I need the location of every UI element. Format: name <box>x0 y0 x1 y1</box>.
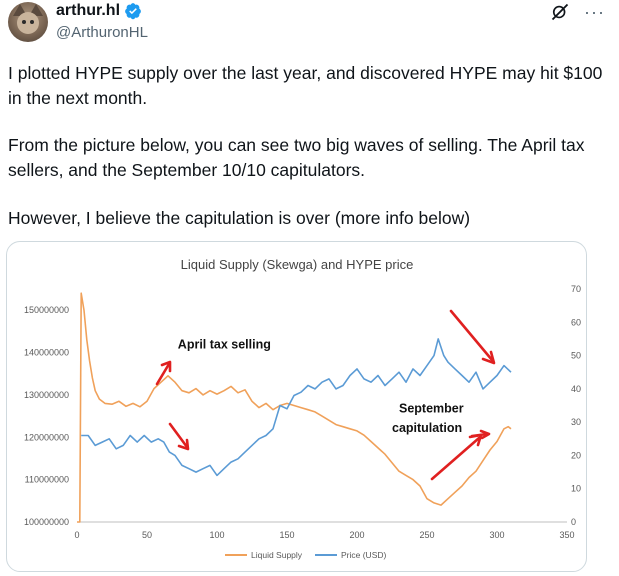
chart-image[interactable]: Liquid Supply (Skewga) and HYPE price 0 50… <box>6 241 587 572</box>
y-right-tick-label: 60 <box>571 317 581 327</box>
cat-eye-icon <box>30 20 34 24</box>
y-right-tick-label: 10 <box>571 484 581 494</box>
y-left-tick-label: 140000000 <box>24 348 69 358</box>
legend-label: Price (USD) <box>341 550 387 560</box>
avatar[interactable] <box>8 2 48 42</box>
cat-eye-icon <box>22 20 26 24</box>
y-right-tick-label: 70 <box>571 284 581 294</box>
annotation-arrow <box>470 432 489 438</box>
annotation-label: April tax selling <box>178 337 271 351</box>
x-tick-label: 0 <box>74 530 79 540</box>
annotation-label: capitulation <box>392 421 462 435</box>
author-display-name[interactable]: arthur.hl <box>56 2 121 19</box>
y-left-tick-label: 150000000 <box>24 305 69 315</box>
x-tick-label: 100 <box>209 530 224 540</box>
cat-face-icon <box>17 12 39 34</box>
x-tick-label: 350 <box>559 530 574 540</box>
tweet-text-paragraph-3: However, I believe the capitulation is o… <box>8 208 471 228</box>
tweet-text-paragraph-2: From the picture below, you can see two … <box>8 135 585 180</box>
supply-price-chart: Liquid Supply (Skewga) and HYPE price 0 50… <box>24 257 581 560</box>
y-right-tick-label: 20 <box>571 450 581 460</box>
series-line-liquid-supply <box>77 292 512 523</box>
annotation-arrow-head <box>481 350 496 365</box>
x-tick-label: 250 <box>419 530 434 540</box>
x-tick-label: 150 <box>279 530 294 540</box>
y-right-tick-label: 50 <box>571 351 581 361</box>
tweet-text-paragraph-1: I plotted HYPE supply over the last year… <box>8 63 603 108</box>
y-left-tick-label: 130000000 <box>24 390 69 400</box>
y-left-tick-label: 120000000 <box>24 432 69 442</box>
chart-title: Liquid Supply (Skewga) and HYPE price <box>181 257 414 272</box>
y-right-tick-label: 0 <box>571 517 576 527</box>
annotation-arrow-head <box>177 438 190 451</box>
annotation-arrow-head <box>479 429 491 440</box>
x-tick-label: 200 <box>349 530 364 540</box>
y-left-tick-label: 110000000 <box>25 475 69 485</box>
x-tick-label: 300 <box>489 530 504 540</box>
tweet-actions-top: ··· <box>550 2 605 22</box>
author-handle[interactable]: @ArthuronHL <box>56 24 148 41</box>
annotation-label: September <box>399 402 464 416</box>
y-right-tick-label: 40 <box>571 384 581 394</box>
annotation-arrow <box>168 422 189 449</box>
y-right-tick-label: 30 <box>571 417 581 427</box>
annotation-arrow <box>155 362 171 386</box>
grok-icon[interactable] <box>550 2 570 22</box>
y-left-tick-label: 100000000 <box>24 517 69 527</box>
x-tick-label: 50 <box>142 530 152 540</box>
author-name-row: arthur.hl <box>56 2 142 20</box>
series-line-price-usd- <box>81 338 512 477</box>
legend-label: Liquid Supply <box>251 550 303 560</box>
verified-badge-icon[interactable] <box>124 2 142 20</box>
annotation-arrow <box>430 436 481 481</box>
annotation-arrow-head <box>160 360 172 373</box>
annotation-arrow <box>449 309 494 362</box>
more-icon[interactable]: ··· <box>584 2 605 22</box>
